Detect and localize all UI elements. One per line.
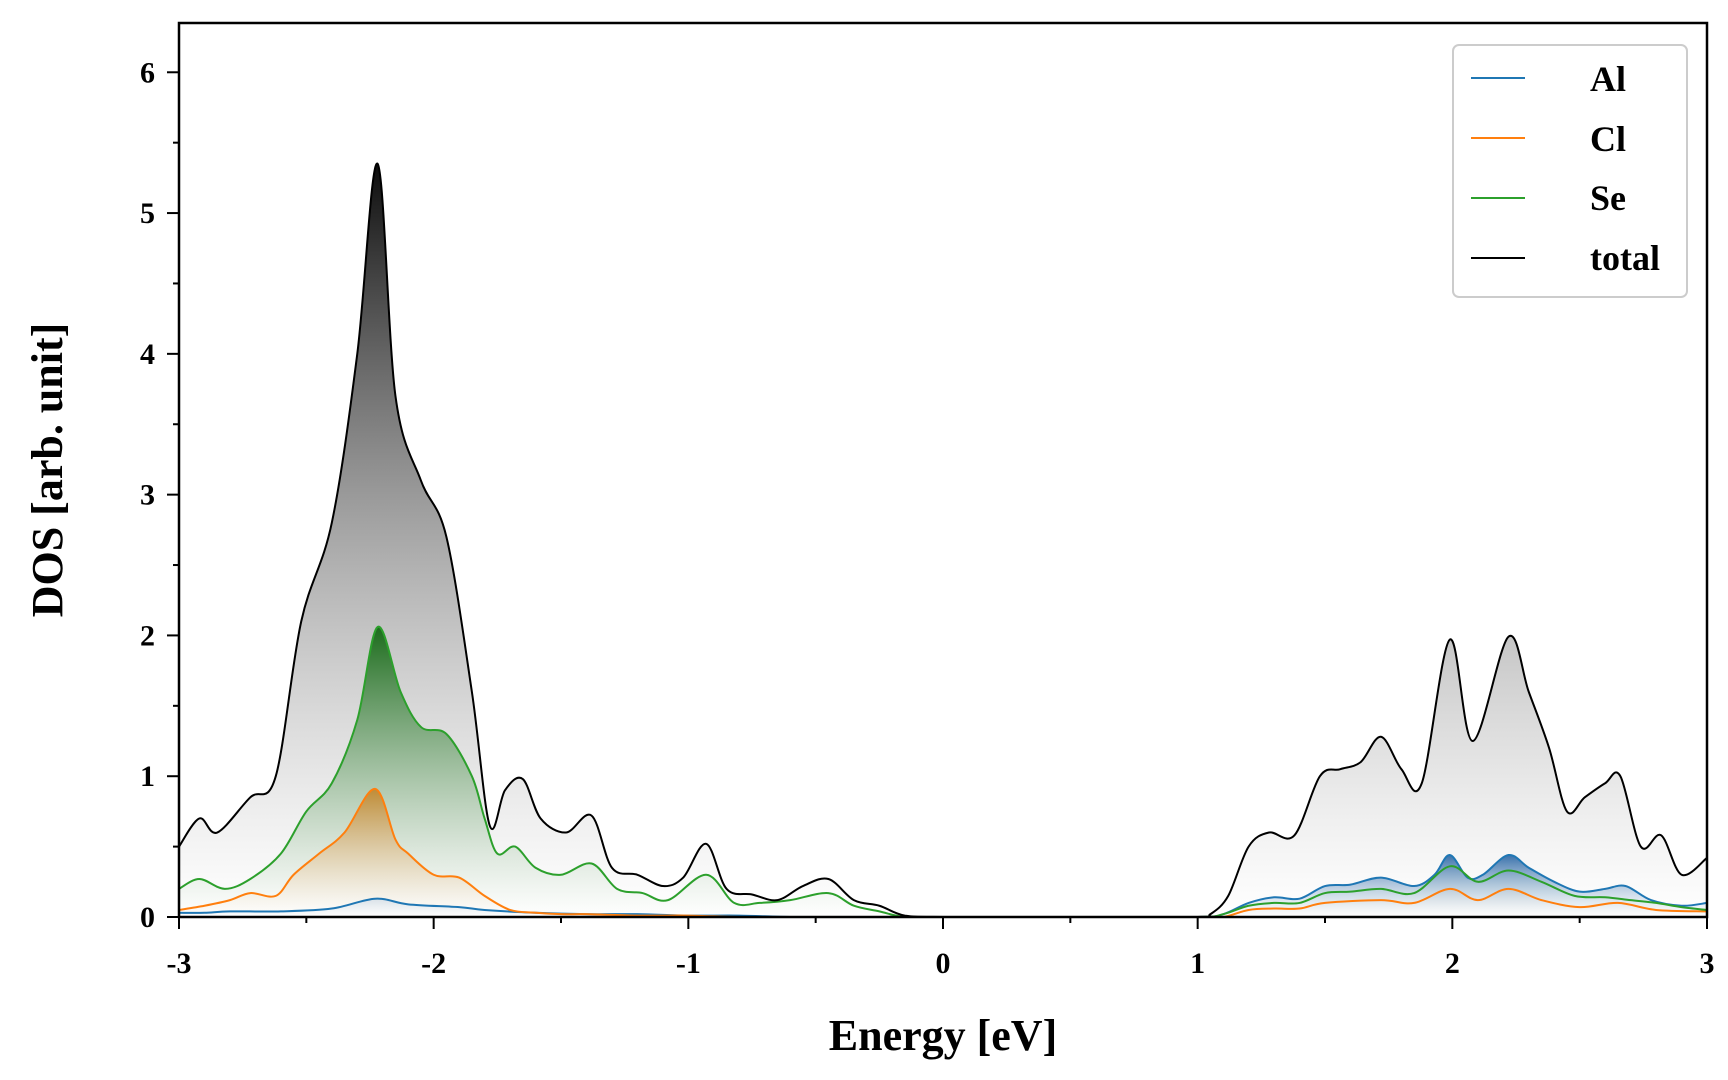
legend-label-cl: Cl xyxy=(1590,119,1626,159)
cl-line xyxy=(179,787,1707,917)
x-tick-label: 1 xyxy=(1190,947,1205,980)
x-tick-label: -1 xyxy=(676,947,701,980)
legend-label-total: total xyxy=(1590,238,1660,278)
total-line xyxy=(179,162,1707,917)
legend-label-al: Al xyxy=(1590,59,1626,99)
legend-box xyxy=(1452,44,1688,298)
y-axis: 0 1 2 3 4 5 6 xyxy=(140,56,179,934)
y-tick-label: 4 xyxy=(140,338,155,371)
y-tick-label: 1 xyxy=(140,760,155,793)
al-fill xyxy=(179,854,1707,917)
x-axis: -3 -2 -1 0 1 2 3 xyxy=(167,917,1715,980)
legend: Al Cl Se total xyxy=(1452,44,1688,298)
x-tick-label: -2 xyxy=(421,947,446,980)
y-tick-label: 2 xyxy=(140,619,155,652)
se-line xyxy=(179,625,1707,917)
y-tick-label: 0 xyxy=(140,901,155,934)
x-tick-label: 3 xyxy=(1700,947,1715,980)
x-tick-label: -3 xyxy=(167,947,192,980)
x-tick-label: 0 xyxy=(936,947,951,980)
legend-label-se: Se xyxy=(1590,178,1626,218)
y-tick-label: 3 xyxy=(140,479,155,512)
y-tick-label: 6 xyxy=(140,56,155,89)
y-axis-label: DOS [arb. unit] xyxy=(23,323,72,618)
y-tick-label: 5 xyxy=(140,197,155,230)
x-tick-label: 2 xyxy=(1445,947,1460,980)
x-axis-label: Energy [eV] xyxy=(829,1011,1058,1060)
